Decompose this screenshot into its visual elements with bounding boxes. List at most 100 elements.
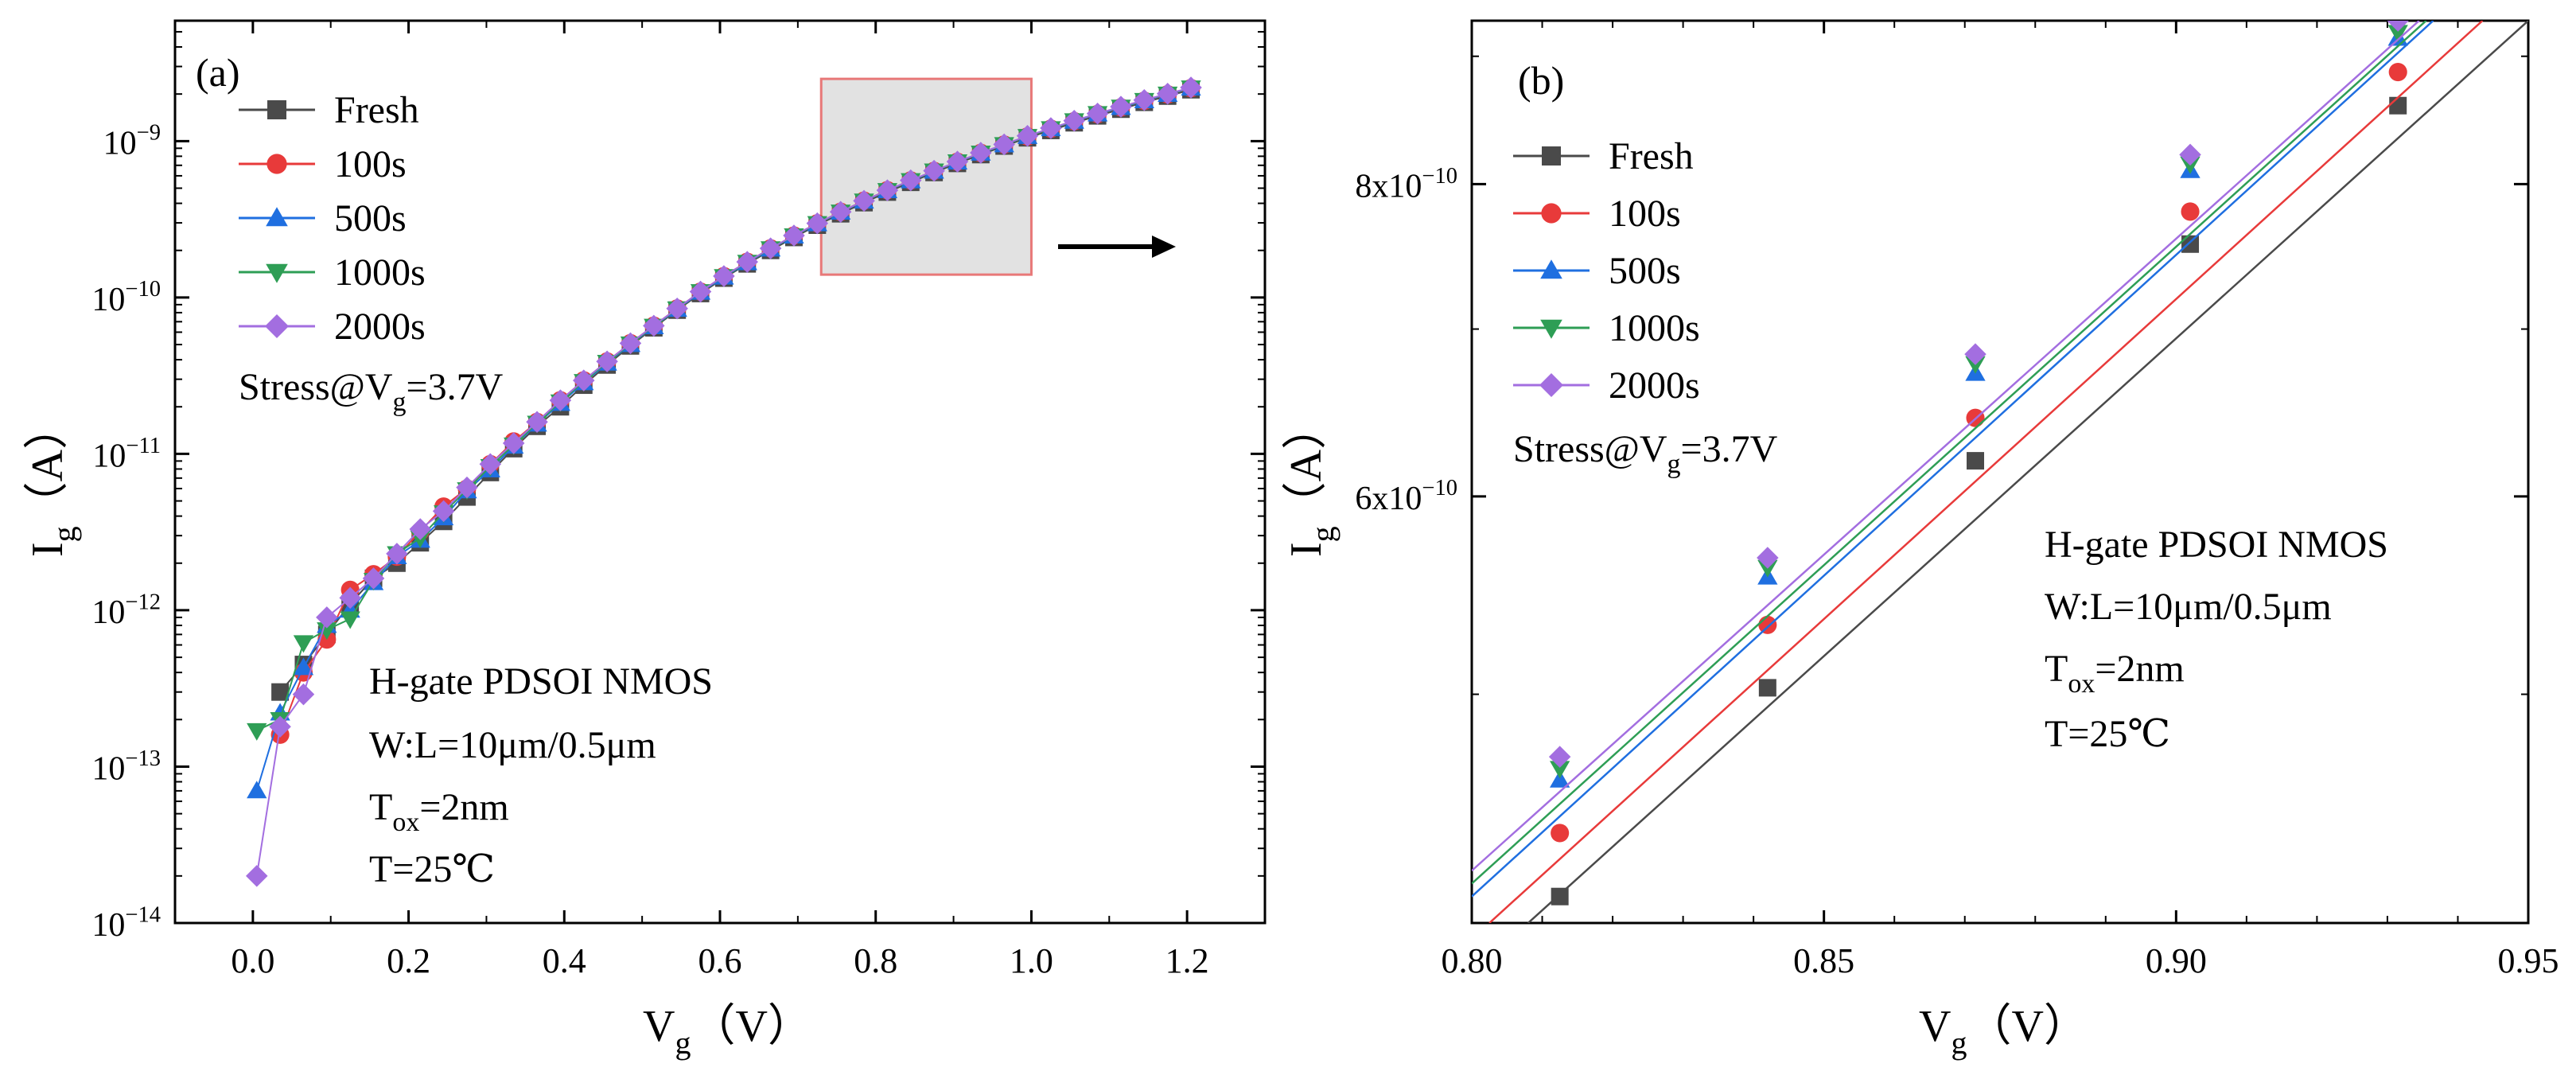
data-point bbox=[1133, 89, 1156, 111]
data-point bbox=[549, 389, 572, 411]
legend-marker bbox=[267, 154, 287, 174]
y-tick-label: 10−12 bbox=[91, 590, 161, 631]
panel-b-plot-area bbox=[1470, 19, 2530, 925]
legend-entry-2000s: 2000s bbox=[239, 306, 426, 348]
data-point bbox=[1551, 887, 1569, 905]
x-tick-label: 0.0 bbox=[231, 941, 274, 980]
legend-marker bbox=[1541, 203, 1562, 224]
x-tick-label: 0.6 bbox=[698, 941, 742, 980]
data-point bbox=[2389, 96, 2407, 115]
x-tick-label: 0.90 bbox=[2146, 941, 2207, 980]
data-point bbox=[292, 683, 315, 706]
legend-label: 100s bbox=[334, 143, 407, 185]
data-point bbox=[1156, 82, 1179, 105]
data-point bbox=[246, 865, 268, 887]
legend-entry-500s: 500s bbox=[239, 197, 407, 240]
data-point bbox=[993, 133, 1015, 156]
fit-line bbox=[1472, 21, 2427, 885]
device-line-2: W:L=10μm/0.5μm bbox=[2045, 586, 2332, 628]
data-point bbox=[479, 453, 502, 476]
legend-entry-100s: 100s bbox=[239, 143, 407, 185]
panel-b: 0.80 0.85 0.90 0.95 6x10−10 8x10−10 (b) Fresh… bbox=[1282, 19, 2559, 1061]
data-point bbox=[900, 169, 922, 192]
panel-a-x-axis-title: Vg（V） bbox=[643, 1002, 812, 1061]
legend-marker bbox=[265, 314, 289, 338]
panel-a-legend: Fresh 100s 500s 1000s 2000s bbox=[239, 89, 426, 348]
data-point bbox=[2181, 235, 2200, 253]
legend-label: 2000s bbox=[1609, 364, 1700, 407]
x-tick-label: 0.8 bbox=[854, 941, 897, 980]
y-tick-label: 8x10−10 bbox=[1355, 164, 1457, 205]
data-point bbox=[2181, 202, 2200, 221]
legend-marker bbox=[1539, 373, 1563, 397]
data-point bbox=[247, 781, 267, 799]
panel-b-label: (b) bbox=[1518, 58, 1564, 103]
panel-b-device-info: H-gate PDSOI NMOS W:L=10μm/0.5μm Tox=2nm… bbox=[2045, 524, 2388, 755]
legend-entry-1000s: 1000s bbox=[1513, 307, 1700, 349]
data-point bbox=[666, 297, 688, 320]
fit-line bbox=[1488, 21, 2484, 923]
device-line-2: W:L=10μm/0.5μm bbox=[369, 724, 656, 766]
data-point bbox=[339, 586, 361, 609]
data-point bbox=[1964, 343, 1986, 365]
device-line-1: H-gate PDSOI NMOS bbox=[369, 660, 713, 703]
y-tick-label: 10−10 bbox=[91, 277, 161, 318]
data-point bbox=[946, 150, 969, 173]
data-point bbox=[1550, 761, 1570, 779]
data-point bbox=[502, 432, 525, 454]
y-tick-label: 6x10−10 bbox=[1355, 476, 1457, 517]
data-point bbox=[247, 722, 267, 741]
panel-b-stress-text: Stress@Vg=3.7V bbox=[1513, 428, 1778, 479]
legend-entry-fresh: Fresh bbox=[239, 89, 419, 131]
data-point bbox=[759, 237, 782, 259]
data-point bbox=[269, 715, 291, 738]
data-point bbox=[293, 657, 314, 676]
device-line-3: Tox=2nm bbox=[369, 786, 509, 837]
legend-label: 100s bbox=[1609, 193, 1681, 235]
y-tick-label: 10−9 bbox=[103, 121, 161, 162]
x-tick-label: 1.2 bbox=[1165, 941, 1209, 980]
legend-marker bbox=[266, 207, 288, 227]
panel-b-y-axis-title: Ig（A） bbox=[1282, 405, 1341, 557]
legend-label: Fresh bbox=[1609, 135, 1694, 177]
data-point bbox=[317, 622, 337, 641]
data-point bbox=[2387, 25, 2408, 43]
series-500s bbox=[1472, 21, 2434, 898]
legend-entry-fresh: Fresh bbox=[1513, 135, 1694, 177]
legend-label: 2000s bbox=[334, 306, 426, 348]
panel-b-x-axis-title: Vg（V） bbox=[1919, 1002, 2088, 1061]
series-2000s bbox=[246, 76, 1202, 887]
series-fresh bbox=[1527, 21, 2528, 923]
data-point bbox=[1040, 117, 1062, 139]
panel-a-y-axis-title: Ig（A） bbox=[23, 405, 82, 557]
x-tick-label: 0.95 bbox=[2498, 941, 2559, 980]
data-point bbox=[1758, 615, 1777, 634]
x-tick-label: 0.2 bbox=[387, 941, 430, 980]
data-point bbox=[643, 314, 665, 337]
data-point bbox=[362, 567, 385, 590]
data-point bbox=[689, 280, 712, 303]
data-point bbox=[1063, 109, 1085, 132]
device-line-4: T=25℃ bbox=[369, 848, 495, 890]
fit-line bbox=[1472, 21, 2420, 872]
legend-marker bbox=[267, 100, 286, 119]
data-point bbox=[619, 332, 642, 355]
data-point bbox=[340, 611, 360, 629]
data-point bbox=[2388, 63, 2407, 82]
data-point bbox=[923, 159, 945, 182]
y-tick-label: 10−14 bbox=[91, 902, 161, 944]
data-point bbox=[1086, 102, 1109, 125]
legend-entry-1000s: 1000s bbox=[239, 251, 426, 294]
data-point bbox=[316, 606, 338, 629]
legend-marker bbox=[266, 263, 288, 283]
legend-entry-2000s: 2000s bbox=[1513, 364, 1700, 407]
legend-marker bbox=[1540, 319, 1562, 339]
x-tick-label: 0.85 bbox=[1793, 941, 1854, 980]
data-point bbox=[1550, 769, 1570, 788]
data-point bbox=[1180, 76, 1202, 99]
data-point bbox=[409, 518, 431, 540]
data-point bbox=[386, 543, 408, 565]
legend-label: 1000s bbox=[1609, 307, 1700, 349]
data-point bbox=[456, 476, 478, 499]
